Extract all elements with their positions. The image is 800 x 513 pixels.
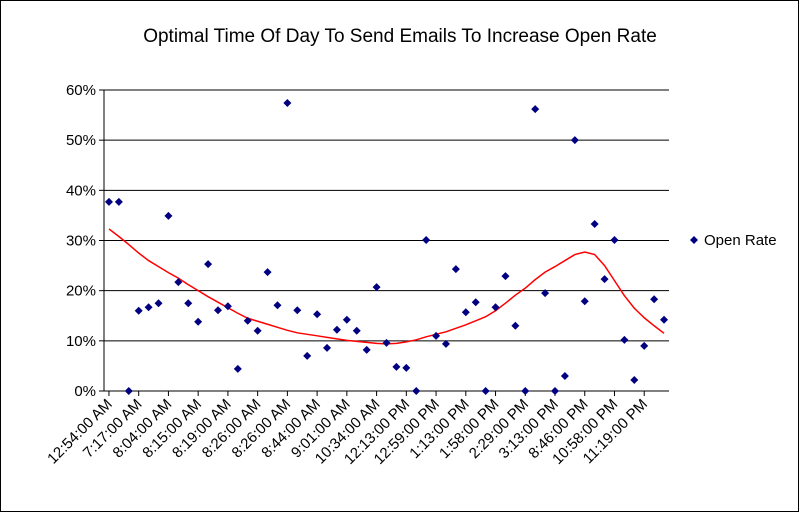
- marker: [332, 325, 341, 334]
- marker: [263, 268, 272, 277]
- marker: [451, 265, 460, 274]
- marker: [650, 295, 659, 304]
- marker: [392, 362, 401, 371]
- marker: [223, 302, 232, 311]
- marker: [590, 219, 599, 228]
- marker: [184, 299, 193, 308]
- marker: [293, 306, 302, 315]
- marker: [660, 315, 669, 324]
- marker: [164, 211, 173, 220]
- marker: [491, 303, 500, 312]
- marker: [432, 331, 441, 340]
- y-tick-label: 0%: [74, 383, 96, 400]
- legend-marker: [690, 236, 698, 244]
- marker: [253, 326, 262, 335]
- marker: [560, 371, 569, 380]
- marker: [273, 301, 282, 310]
- marker: [640, 341, 649, 350]
- y-tick-label: 10%: [66, 333, 96, 350]
- marker: [323, 343, 332, 352]
- marker: [194, 317, 203, 326]
- marker: [124, 387, 133, 395]
- marker: [511, 321, 520, 330]
- marker: [134, 306, 143, 315]
- marker: [531, 105, 540, 114]
- marker: [600, 275, 609, 284]
- marker: [114, 197, 123, 206]
- marker: [521, 387, 530, 395]
- marker: [243, 316, 252, 325]
- y-tick-label: 20%: [66, 283, 96, 300]
- marker: [204, 260, 213, 269]
- marker: [342, 315, 351, 324]
- marker: [213, 306, 222, 315]
- marker: [630, 375, 639, 384]
- marker: [313, 310, 322, 319]
- marker: [441, 339, 450, 348]
- marker: [402, 363, 411, 372]
- marker: [461, 308, 470, 317]
- marker: [501, 272, 510, 281]
- marker: [144, 303, 153, 312]
- marker: [154, 299, 163, 308]
- marker: [481, 387, 490, 395]
- marker: [372, 283, 381, 292]
- marker: [174, 278, 183, 287]
- marker: [422, 235, 431, 244]
- chart-title: Optimal Time Of Day To Send Emails To In…: [143, 26, 657, 47]
- y-tick-label: 60%: [66, 82, 96, 99]
- marker: [352, 326, 361, 335]
- marker: [283, 99, 292, 108]
- marker: [382, 338, 391, 347]
- marker: [471, 298, 480, 307]
- marker: [541, 289, 550, 298]
- marker: [570, 136, 579, 145]
- y-tick-label: 50%: [66, 132, 96, 149]
- marker: [610, 235, 619, 244]
- marker: [580, 297, 589, 306]
- legend-label: Open Rate: [704, 232, 777, 249]
- marker: [233, 364, 242, 373]
- marker: [551, 387, 560, 395]
- marker: [362, 345, 371, 354]
- marker: [104, 197, 113, 206]
- marker: [412, 387, 421, 395]
- y-tick-label: 40%: [66, 182, 96, 199]
- y-tick-label: 30%: [66, 233, 96, 250]
- marker: [620, 335, 629, 344]
- marker: [303, 351, 312, 360]
